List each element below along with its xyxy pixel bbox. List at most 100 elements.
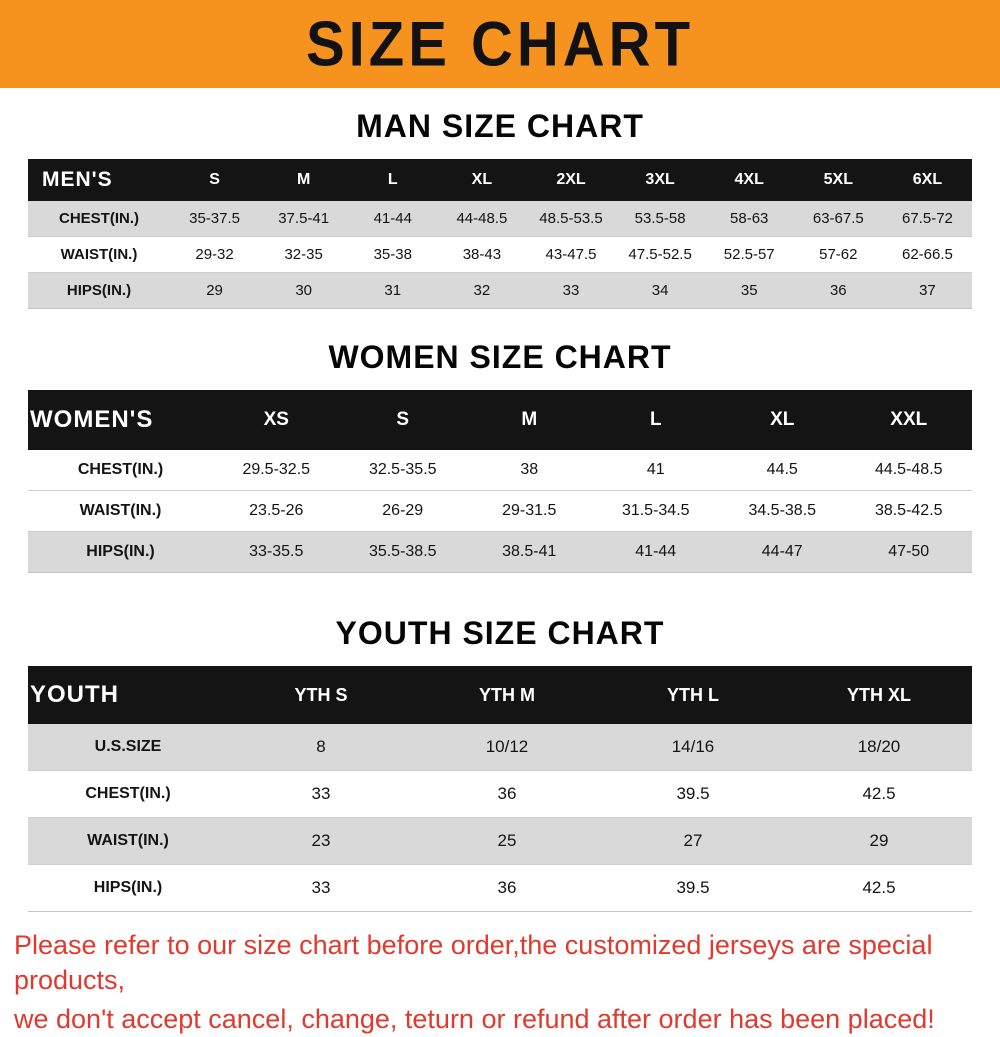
size-column-header: XXL <box>845 390 972 450</box>
size-value: 57-62 <box>819 246 858 263</box>
order-note: Please refer to our size chart before or… <box>0 928 1000 1037</box>
size-value: 23.5-26 <box>249 502 304 519</box>
page-title: SIZE CHART <box>306 8 694 80</box>
man-section-heading: MAN SIZE CHART <box>356 108 644 144</box>
measurement-row: U.S.SIZE 8 10/12 14/16 18/20 <box>28 724 972 771</box>
banner: SIZE CHART <box>0 0 1000 88</box>
size-value: 38 <box>520 461 539 478</box>
size-value: 41-44 <box>373 210 412 227</box>
size-column-header: XL <box>719 390 846 450</box>
size-column-header: XS <box>213 390 340 450</box>
size-value: 31 <box>384 282 402 299</box>
table-group-label: YOUTH <box>28 666 228 724</box>
size-value: 48.5-53.5 <box>539 210 603 227</box>
measurement-row-label: WAIST(IN.) <box>79 502 162 519</box>
size-column-header: 6XL <box>882 159 972 201</box>
measurement-row-label: CHEST(IN.) <box>85 785 171 802</box>
size-value: 31.5-34.5 <box>621 502 690 519</box>
measurement-row-label: HIPS(IN.) <box>66 282 132 299</box>
size-value: 37.5-41 <box>278 210 330 227</box>
size-value: 58-63 <box>730 210 769 227</box>
measurement-row-label: CHEST(IN.) <box>59 210 139 227</box>
size-value: 34 <box>651 282 669 299</box>
size-value: 41-44 <box>635 543 677 560</box>
measurement-row: WAIST(IN.) 23 25 27 29 <box>28 817 972 865</box>
measurement-row: WAIST(IN.) 29-32 32-35 35-38 38-43 43-47.5 47.… <box>28 236 972 273</box>
measurement-row: HIPS(IN.) 33 36 39.5 42.5 <box>28 864 972 912</box>
size-value: 44-47 <box>761 543 803 560</box>
size-value: 33 <box>311 878 331 897</box>
measurement-row-label: HIPS(IN.) <box>93 879 163 896</box>
youth-size-section: YOUTH SIZE CHART YOUTH YTH S YTH M YTH L YTH… <box>0 615 1000 912</box>
size-value: 67.5-72 <box>902 210 953 227</box>
size-value: 29 <box>206 282 223 299</box>
size-column-header: XL <box>437 159 527 201</box>
size-column-header: YTH XL <box>786 666 972 724</box>
size-value: 29.5-32.5 <box>242 461 311 478</box>
measurement-row-label: WAIST(IN.) <box>87 832 169 849</box>
size-column-header: 5XL <box>793 159 883 201</box>
size-value: 32.5-35.5 <box>368 461 437 478</box>
size-value: 42.5 <box>862 784 896 803</box>
size-column-header: L <box>348 159 438 201</box>
size-value: 36 <box>497 878 517 897</box>
size-value: 32-35 <box>284 246 323 263</box>
measurement-row-label: WAIST(IN.) <box>60 246 138 263</box>
size-column-header: S <box>339 390 466 450</box>
size-value: 26-29 <box>382 502 424 519</box>
size-column-header: S <box>170 159 260 201</box>
size-value: 39.5 <box>676 784 710 803</box>
size-value: 32 <box>473 282 491 299</box>
size-value: 38.5-42.5 <box>874 502 943 519</box>
size-value: 63-67.5 <box>812 210 864 227</box>
size-value: 8 <box>316 737 326 756</box>
women-size-section: WOMEN SIZE CHART WOMEN'S XS S M L XL XXL CHEST(… <box>0 339 1000 573</box>
size-value: 35.5-38.5 <box>368 543 437 560</box>
size-value: 10/12 <box>485 737 529 756</box>
table-group-label: WOMEN'S <box>28 390 213 450</box>
measurement-row: CHEST(IN.) 33 36 39.5 42.5 <box>28 770 972 818</box>
size-column-header: 4XL <box>704 159 794 201</box>
measurement-row: HIPS(IN.) 29 30 31 32 33 34 35 36 37 <box>28 272 972 309</box>
size-value: 35-37.5 <box>189 210 240 227</box>
size-value: 33 <box>562 282 580 299</box>
size-column-header: L <box>592 390 719 450</box>
size-value: 47.5-52.5 <box>628 246 692 263</box>
size-value: 33-35.5 <box>249 543 304 560</box>
women-section-heading: WOMEN SIZE CHART <box>328 339 672 375</box>
size-value: 35 <box>740 282 758 299</box>
table-header-row: WOMEN'S XS S M L XL XXL <box>28 390 972 450</box>
measurement-row-label: CHEST(IN.) <box>77 461 164 478</box>
women-size-table: WOMEN'S XS S M L XL XXL CHEST(IN.) 29.5-32.5 32.5… <box>28 390 972 573</box>
size-value: 25 <box>497 831 517 850</box>
youth-section-heading: YOUTH SIZE CHART <box>335 615 665 651</box>
size-column-header: YTH M <box>414 666 600 724</box>
size-value: 18/20 <box>857 737 901 756</box>
table-header-row: YOUTH YTH S YTH M YTH L YTH XL <box>28 666 972 724</box>
size-value: 14/16 <box>671 737 715 756</box>
table-header-row: MEN'S S M L XL 2XL 3XL 4XL 5XL 6XL <box>28 159 972 201</box>
size-column-header: YTH S <box>228 666 414 724</box>
size-column-header: 2XL <box>526 159 616 201</box>
size-value: 39.5 <box>676 878 710 897</box>
size-value: 43-47.5 <box>545 246 597 263</box>
size-value: 34.5-38.5 <box>748 502 817 519</box>
size-value: 41 <box>646 461 665 478</box>
size-value: 37 <box>919 282 936 299</box>
measurement-row-label: U.S.SIZE <box>94 738 162 755</box>
measurement-row: HIPS(IN.) 33-35.5 35.5-38.5 38.5-41 41-44 44-… <box>28 531 972 573</box>
size-value: 35-38 <box>373 246 412 263</box>
size-value: 47-50 <box>888 543 930 560</box>
men-size-table: MEN'S S M L XL 2XL 3XL 4XL 5XL 6XL CHEST(IN.) 35-37… <box>28 159 972 309</box>
size-value: 62-66.5 <box>902 246 953 263</box>
size-value: 33 <box>311 784 331 803</box>
size-value: 53.5-58 <box>634 210 686 227</box>
youth-size-table: YOUTH YTH S YTH M YTH L YTH XL U.S.SIZE 8 10/12… <box>28 666 972 912</box>
size-value: 44-48.5 <box>456 210 508 227</box>
note-line-1: Please refer to our size chart before or… <box>14 930 933 996</box>
size-value: 42.5 <box>862 878 896 897</box>
size-column-header: 3XL <box>615 159 705 201</box>
measurement-row-label: HIPS(IN.) <box>86 543 155 560</box>
size-value: 27 <box>683 831 703 850</box>
